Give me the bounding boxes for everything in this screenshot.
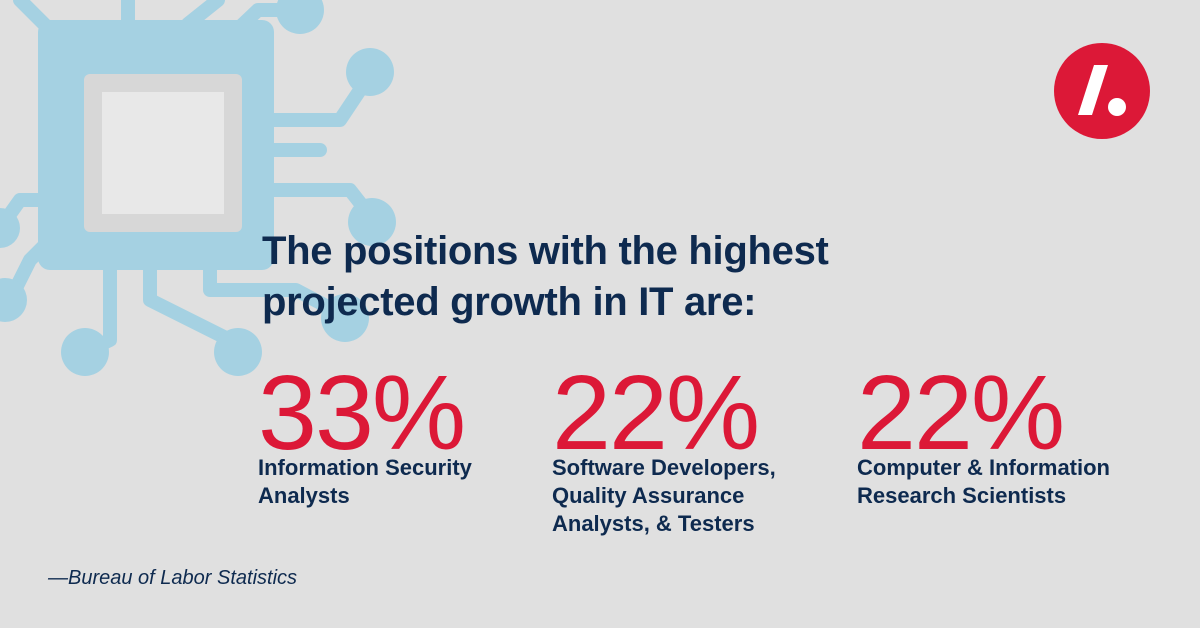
headline-line-1: The positions with the highest (262, 229, 829, 273)
source-citation: —Bureau of Labor Statistics (48, 567, 298, 589)
stat-label-line: Research Scientists (857, 483, 1067, 508)
stat-value: 22% (552, 354, 760, 472)
stat-label: Computer & Information Research Scientis… (857, 454, 1110, 510)
stat-label-line: Software Developers, (552, 455, 776, 480)
stat-label: Information Security Analysts (258, 454, 472, 510)
stat-value: 33% (258, 354, 466, 472)
stat-label-line: Information Security (258, 455, 472, 480)
stat-label-line: Computer & Information (857, 455, 1110, 480)
stat-label: Software Developers, Quality Assurance A… (552, 454, 776, 538)
headline: The positions with the highest projected… (262, 226, 982, 328)
circuit-chip-icon (0, 0, 396, 376)
headline-line-2: projected growth in IT are: (262, 280, 757, 324)
stat-label-line: Analysts, & Testers (552, 511, 755, 536)
stat-value: 22% (857, 354, 1065, 472)
stat-label-line: Analysts (258, 483, 350, 508)
stat-label-line: Quality Assurance (552, 483, 745, 508)
stat-information-security: 33% Information Security Analysts (258, 358, 472, 510)
stat-research-scientists: 22% Computer & Information Research Scie… (857, 358, 1110, 510)
stat-software-developers: 22% Software Developers, Quality Assuran… (552, 358, 776, 538)
slash-dot-logo-icon (1054, 43, 1150, 139)
